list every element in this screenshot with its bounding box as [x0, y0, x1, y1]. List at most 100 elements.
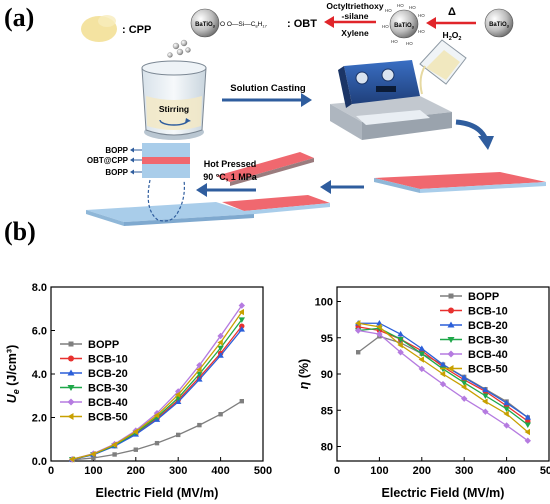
data-point-bcb-40: [482, 408, 489, 415]
data-point-bopp: [239, 398, 244, 404]
svg-text:BaTiO3: BaTiO3: [394, 23, 415, 30]
svg-text:BaTiO3: BaTiO3: [489, 22, 510, 29]
legend-marker-bcb-40: [67, 398, 75, 406]
data-point-bcb-50: [175, 391, 181, 398]
legend-marker-bcb-30: [67, 385, 75, 391]
data-point-bcb-50: [355, 320, 361, 327]
data-point-bcb-50: [461, 383, 467, 391]
panel-label-a: (a): [4, 3, 34, 32]
chart2-xlabel: Electric Field (MV/m): [382, 486, 505, 500]
data-point-bcb-50: [439, 370, 446, 378]
data-point-bcb-40: [376, 330, 383, 338]
legend-marker-bcb-50: [67, 413, 74, 420]
solvent-label: Xylene: [341, 28, 369, 38]
legend-marker-bcb-30: [447, 337, 455, 343]
energy-density-chart: 0 100 200 300 400 500 0.0 2.0 4.0 6.0 8.0 BOPP BCB-…: [5, 282, 272, 500]
svg-text:HO: HO: [409, 5, 416, 10]
x-tick-label: 500: [254, 465, 272, 477]
oxidant-label: H2O2: [443, 30, 462, 42]
data-point-bcb-50: [524, 428, 530, 436]
x-tick-label: 100: [84, 465, 102, 477]
pouring-beaker-icon: [419, 39, 467, 95]
chart1-legend: BOPP BCB-10 BCB-20 BCB-30 BCB-40 BCB-50: [60, 339, 128, 424]
hydroxylated-bato3-icon: BaTiO3 HO HO HO HO HO HO HO HO: [382, 3, 425, 46]
svg-text:HO: HO: [406, 41, 413, 46]
svg-text:BaTiO3: BaTiO3: [195, 22, 216, 29]
data-point-bcb-20: [503, 399, 510, 406]
data-point-bcb-50: [153, 412, 160, 419]
x-tick-label: 300: [169, 465, 187, 477]
data-point-bcb-50: [217, 339, 223, 346]
legend-label-bcb-30: BCB-30: [468, 335, 508, 347]
data-point-bopp: [218, 412, 223, 417]
cpp-pellets: [81, 15, 117, 42]
svg-text:HO: HO: [391, 39, 398, 44]
reagent-label-2: -silane: [342, 11, 369, 21]
data-point-bcb-40: [439, 380, 447, 388]
data-point-bopp: [356, 350, 361, 355]
chart1-ylabel: Ue (J/cm³): [5, 345, 21, 404]
legend-label-bcb-50: BCB-50: [468, 364, 508, 376]
legend-label-bcb-40: BCB-40: [468, 349, 508, 361]
data-point-bcb-30: [439, 366, 447, 373]
data-point-bcb-30: [397, 337, 404, 343]
layer-cross-section: [130, 143, 190, 178]
data-point-bcb-40: [418, 365, 425, 373]
data-point-bcb-20: [196, 376, 203, 382]
data-point-bopp: [112, 452, 117, 457]
y-tick-label: 90: [321, 369, 333, 381]
data-point-bcb-50: [196, 366, 202, 373]
data-point-bcb-50: [376, 323, 382, 331]
beaker-icon: [141, 60, 207, 140]
reaction-arrow-left: [324, 16, 376, 28]
y-tick-label: 100: [315, 297, 333, 309]
legend-label-bcb-10: BCB-10: [468, 306, 508, 318]
to-press-arrow: [320, 180, 364, 194]
data-point-bcb-40: [217, 332, 224, 340]
data-point-bcb-40: [397, 349, 404, 356]
legend-marker-bcb-40: [447, 350, 455, 358]
hot-pressed-label-1: Hot Pressed: [204, 159, 257, 169]
svg-text:HO: HO: [418, 13, 425, 18]
chart1-xlabel: Electric Field (MV/m): [96, 486, 219, 500]
y-tick-label: 6.0: [32, 326, 47, 338]
data-point-bcb-30: [461, 380, 468, 386]
legend-marker-bcb-20: [447, 321, 455, 328]
casting-machine-icon: [330, 60, 452, 140]
solution-casting-label: Solution Casting: [230, 83, 306, 94]
data-point-bopp: [398, 340, 403, 346]
svg-text:HO: HO: [418, 29, 425, 34]
data-point-bopp: [154, 440, 160, 446]
chart2-legend: BOPP BCB-10 BCB-20 BCB-30 BCB-40 BCB-50: [440, 291, 508, 376]
data-point-bcb-50: [111, 441, 117, 448]
x-tick-label: 100: [370, 465, 388, 477]
legend-label-bcb-30: BCB-30: [88, 383, 128, 395]
svg-text:HO: HO: [382, 24, 389, 29]
obt-molecule-icon: BaTiO3: [190, 8, 220, 38]
x-tick-label: 0: [334, 465, 340, 477]
bato3-particle-icon: BaTiO3: [484, 8, 514, 38]
data-point-bcb-40: [355, 327, 362, 334]
legend-label-bopp: BOPP: [88, 339, 119, 351]
svg-text:HO: HO: [397, 3, 404, 8]
y-tick-label: 8.0: [32, 282, 47, 294]
data-point-bcb-40: [503, 422, 510, 429]
data-point-bcb-20: [217, 352, 224, 358]
legend-marker-bcb-10: [68, 355, 74, 362]
legend-label-bcb-50: BCB-50: [88, 412, 128, 424]
laminated-film: [86, 179, 254, 226]
legend-marker-bcb-50: [447, 365, 454, 372]
silane-chain: O O—Si—C8H17: [220, 21, 268, 29]
data-point-bcb-40: [524, 437, 531, 444]
x-tick-label: 200: [413, 465, 431, 477]
data-point-bcb-30: [217, 345, 224, 352]
reagent-label-1: Octyltriethoxy: [326, 1, 383, 11]
layer-label-bottom: BOPP: [105, 168, 128, 177]
legend-marker-bcb-10: [448, 307, 454, 314]
y-tick-label: 2.0: [32, 413, 47, 425]
data-point-bcb-50: [132, 428, 138, 435]
y-tick-label: 85: [321, 405, 333, 417]
legend-label-bcb-20: BCB-20: [468, 320, 508, 332]
legend-marker-bopp: [68, 341, 74, 347]
obt-label: : OBT: [287, 18, 317, 30]
